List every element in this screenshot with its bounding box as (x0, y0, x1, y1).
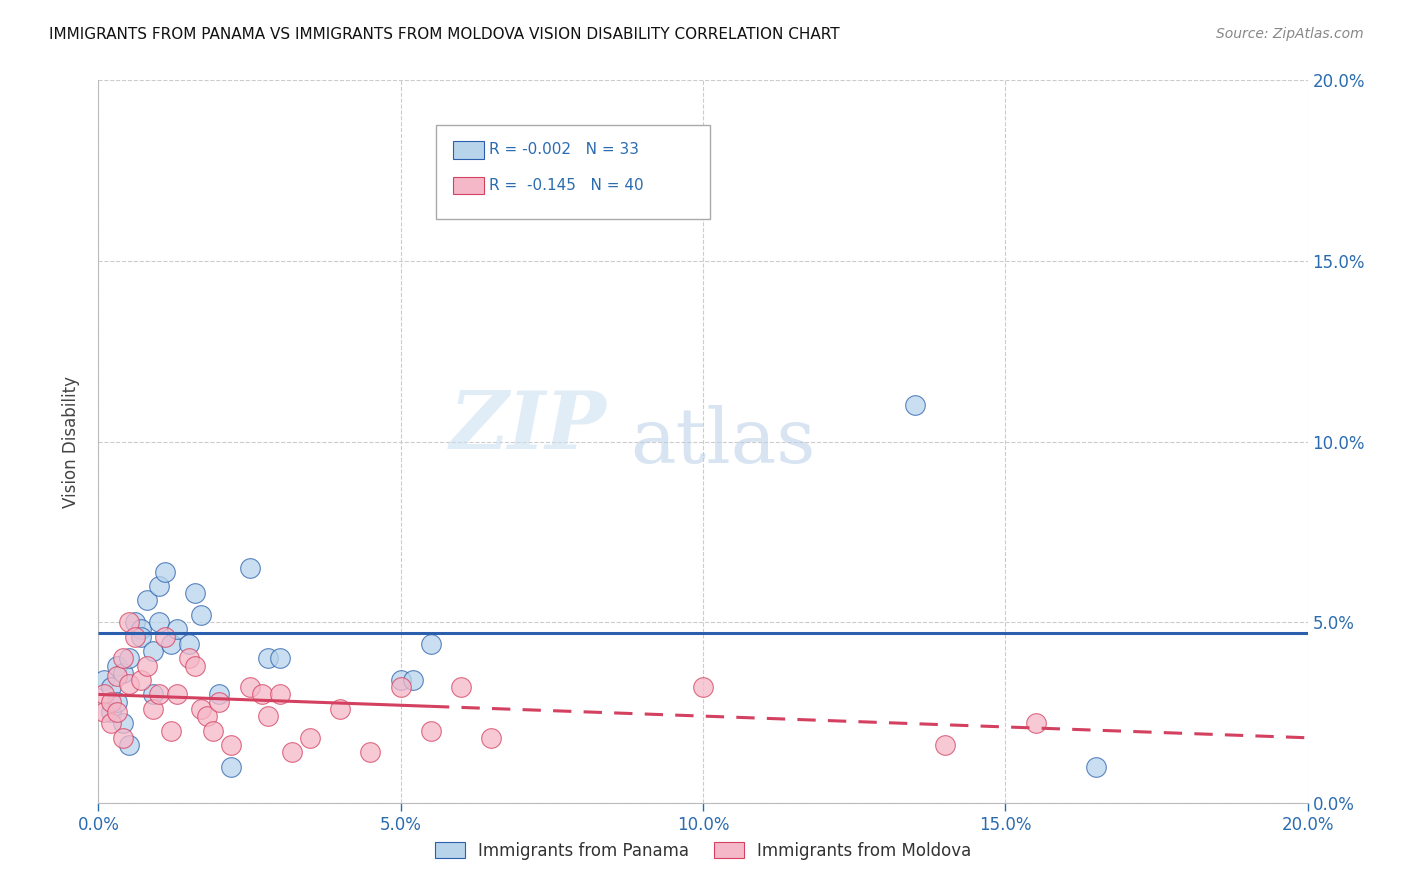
Point (124, 615, 146, 630)
Point (239, 680, 262, 694)
Text: R = -0.002   N = 33: R = -0.002 N = 33 (489, 143, 640, 157)
Point (142, 702, 165, 716)
Point (250, 687, 273, 701)
Point (420, 637, 443, 651)
Point (208, 695, 231, 709)
Point (105, 695, 128, 709)
Point (129, 673, 152, 687)
Point (481, 731, 503, 745)
Point (148, 687, 170, 701)
Point (269, 687, 291, 701)
Point (135, 658, 157, 673)
Point (129, 630, 152, 644)
Point (160, 723, 183, 738)
Point (142, 687, 165, 701)
Point (100, 706, 122, 720)
Text: R =  -0.145   N = 40: R = -0.145 N = 40 (489, 178, 644, 193)
Point (153, 565, 176, 579)
Point (135, 593, 157, 607)
Point (93, 687, 115, 701)
Point (118, 676, 141, 690)
Point (389, 673, 412, 687)
Text: ZIP: ZIP (450, 388, 606, 466)
Point (111, 716, 134, 731)
Point (166, 623, 188, 637)
Point (111, 731, 134, 745)
Point (93, 706, 115, 720)
Point (420, 723, 443, 738)
Point (111, 651, 134, 665)
Text: IMMIGRANTS FROM PANAMA VS IMMIGRANTS FROM MOLDOVA VISION DISABILITY CORRELATION : IMMIGRANTS FROM PANAMA VS IMMIGRANTS FRO… (49, 27, 839, 42)
Point (1085, 760, 1108, 774)
Point (256, 651, 278, 665)
Point (100, 716, 122, 731)
Point (221, 738, 243, 752)
Point (100, 695, 122, 709)
Point (93, 673, 115, 687)
Point (184, 658, 207, 673)
Point (450, 680, 472, 694)
Point (202, 723, 225, 738)
Point (934, 738, 956, 752)
Point (111, 665, 134, 680)
Point (179, 651, 201, 665)
Point (118, 738, 141, 752)
Text: Source: ZipAtlas.com: Source: ZipAtlas.com (1216, 27, 1364, 41)
Y-axis label: Vision Disability: Vision Disability (62, 376, 80, 508)
Text: atlas: atlas (630, 405, 815, 478)
Point (142, 644, 165, 658)
Point (195, 709, 218, 723)
Point (153, 630, 176, 644)
Point (148, 579, 170, 593)
Legend: Immigrants from Panama, Immigrants from Moldova: Immigrants from Panama, Immigrants from … (427, 836, 979, 867)
Point (124, 630, 146, 644)
Point (190, 607, 212, 622)
Point (360, 745, 382, 759)
Point (329, 702, 352, 716)
Point (129, 623, 152, 637)
Point (148, 615, 170, 630)
Point (692, 680, 714, 694)
Point (166, 687, 188, 701)
Point (402, 673, 425, 687)
Point (1024, 716, 1046, 731)
Point (269, 651, 291, 665)
Point (118, 651, 141, 665)
Point (389, 680, 412, 694)
Point (100, 680, 122, 694)
Point (184, 586, 207, 600)
Point (105, 706, 128, 720)
Point (160, 637, 183, 651)
Point (904, 398, 927, 412)
Point (179, 637, 201, 651)
Point (118, 615, 141, 630)
Point (190, 702, 212, 716)
Point (239, 561, 262, 575)
Point (105, 658, 128, 673)
Point (221, 760, 243, 774)
Point (281, 745, 304, 759)
Point (105, 669, 128, 683)
Point (208, 687, 231, 701)
Point (299, 731, 322, 745)
Point (256, 709, 278, 723)
